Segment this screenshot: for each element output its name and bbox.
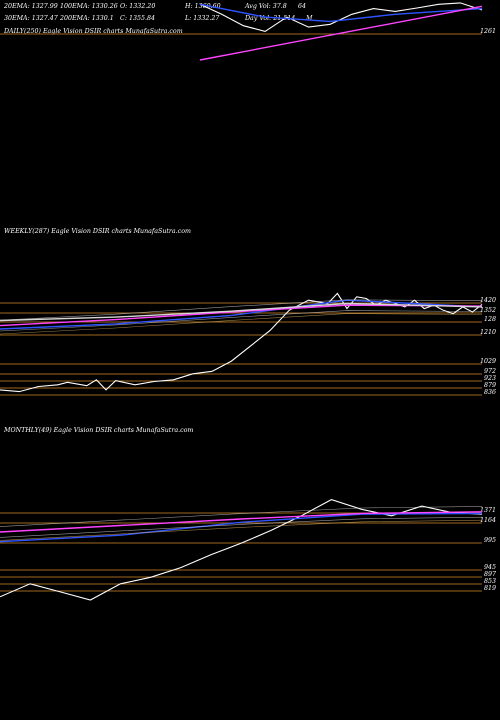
level-label: 1420 xyxy=(480,297,496,304)
header-ema20: 20EMA: 1327.99 xyxy=(3,3,58,10)
ema-band xyxy=(0,519,483,541)
series-line xyxy=(0,512,483,543)
header-day-vol: Day Vol: 21.514 xyxy=(244,15,295,22)
header-row2-tail: M xyxy=(305,15,313,22)
level-label: 1371 xyxy=(480,507,496,514)
level-label: 1029 xyxy=(480,358,496,365)
header-ema30: 30EMA: 1327.47 xyxy=(4,15,58,22)
daily-panel-title: DAILY(250) Eagle Vision DSIR charts Muna… xyxy=(3,28,183,35)
header-high: H: 1360.60 xyxy=(184,3,221,10)
level-label: 945 xyxy=(484,564,496,571)
level-label: 972 xyxy=(484,368,496,375)
level-label: 836 xyxy=(484,389,496,396)
header-row1-tail: 64 xyxy=(298,3,306,10)
header-open: O: 1332.20 xyxy=(120,3,155,10)
series-line xyxy=(0,511,483,533)
series-line xyxy=(199,2,483,32)
weekly-panel-title: WEEKLY(287) Eagle Vision DSIR charts Mun… xyxy=(4,228,191,235)
panel-daily: 1261 xyxy=(0,2,496,61)
header-close: C: 1355.84 xyxy=(120,15,155,22)
level-label: 1164 xyxy=(480,517,496,524)
ema-band xyxy=(0,506,483,527)
level-label: 879 xyxy=(484,382,496,389)
level-label: 995 xyxy=(484,537,496,544)
level-label: 819 xyxy=(484,585,496,592)
level-label: 1261 xyxy=(480,28,496,35)
header-ema200: 200EMA: 1330.1 xyxy=(59,15,114,22)
series-line xyxy=(0,304,483,327)
level-label: 897 xyxy=(484,571,496,578)
panels: 1261142013521281210102997292387983613711… xyxy=(0,2,496,601)
ema-band xyxy=(0,516,483,538)
level-label: 923 xyxy=(484,375,496,382)
header-ema100: 100EMA: 1330.26 xyxy=(60,3,118,10)
monthly-panel-title: MONTHLY(49) Eagle Vision DSIR charts Mun… xyxy=(3,427,193,434)
level-label: 1352 xyxy=(480,307,496,314)
series-line xyxy=(0,292,483,393)
header-avg-vol: Avg Vol: 37.8 xyxy=(244,3,287,10)
level-label: 1210 xyxy=(480,329,496,336)
ema-band xyxy=(0,313,483,335)
series-line xyxy=(0,299,483,330)
series-line xyxy=(199,3,483,23)
series-line xyxy=(0,302,483,322)
header-low: L: 1332.27 xyxy=(184,15,219,22)
level-label: 853 xyxy=(484,578,496,585)
header: 20EMA: 1327.99 100EMA: 1330.26 O: 1332.2… xyxy=(3,3,313,22)
ema-band xyxy=(0,299,483,321)
level-label: 128 xyxy=(484,316,496,323)
ema-band xyxy=(0,310,483,332)
series-line xyxy=(199,5,483,61)
